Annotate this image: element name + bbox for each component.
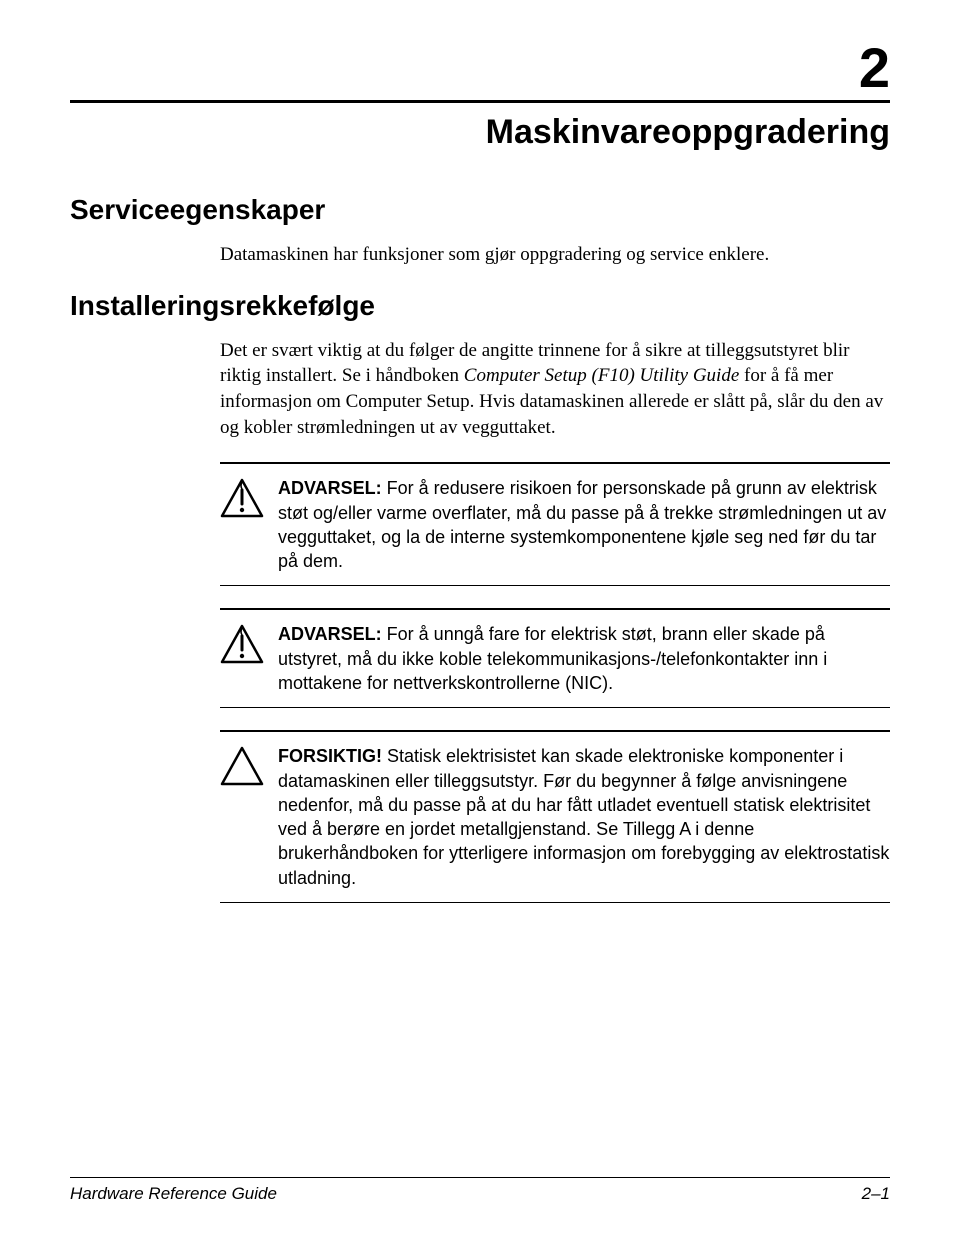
section-heading-install: Installeringsrekkefølge [70, 290, 890, 322]
caution-callout: FORSIKTIG! Statisk elektrisistet kan ska… [220, 730, 890, 903]
install-paragraph: Det er svært viktig at du følger de angi… [220, 338, 890, 441]
callout-rule [220, 608, 890, 610]
caution-text: FORSIKTIG! Statisk elektrisistet kan ska… [278, 744, 890, 890]
warning-1-label: ADVARSEL: [278, 478, 382, 498]
chapter-rule [70, 100, 890, 103]
callout-rule [220, 462, 890, 464]
page-footer: Hardware Reference Guide 2–1 [70, 1177, 890, 1204]
callout-rule [220, 585, 890, 586]
warning-icon [220, 624, 264, 669]
callout-rule [220, 707, 890, 708]
chapter-title: Maskinvareoppgradering [70, 113, 890, 152]
footer-right: 2–1 [862, 1184, 890, 1204]
section-heading-service: Serviceegenskaper [70, 194, 890, 226]
warning-2-text: ADVARSEL: For å unngå fare for elektrisk… [278, 622, 890, 695]
warning-callout-1: ADVARSEL: For å redusere risikoen for pe… [220, 462, 890, 586]
page-content: 2 Maskinvareoppgradering Serviceegenskap… [0, 0, 960, 903]
caution-label: FORSIKTIG! [278, 746, 382, 766]
callout-rule [220, 730, 890, 732]
caution-icon [220, 746, 264, 791]
install-text-em: Computer Setup (F10) Utility Guide [464, 365, 739, 386]
footer-rule [70, 1177, 890, 1178]
warning-1-text: ADVARSEL: For å redusere risikoen for pe… [278, 476, 890, 573]
callout-rule [220, 902, 890, 903]
caution-body: Statisk elektrisistet kan skade elektron… [278, 746, 889, 887]
service-paragraph: Datamaskinen har funksjoner som gjør opp… [220, 242, 890, 268]
footer-left: Hardware Reference Guide [70, 1184, 277, 1204]
warning-callout-2: ADVARSEL: For å unngå fare for elektrisk… [220, 608, 890, 708]
warning-icon [220, 478, 264, 523]
warning-2-label: ADVARSEL: [278, 624, 382, 644]
chapter-number: 2 [70, 40, 890, 96]
